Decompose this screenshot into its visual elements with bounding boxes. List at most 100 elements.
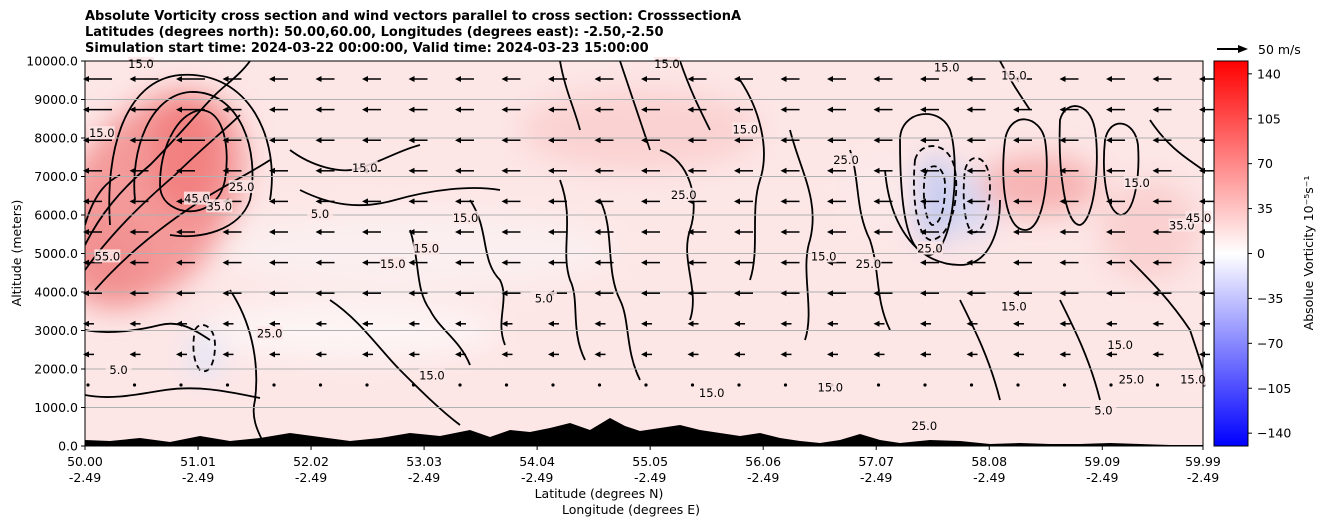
contour-label-background <box>911 418 938 432</box>
contour-label: 25.0 <box>671 188 697 202</box>
wind-vector-head <box>1106 320 1112 327</box>
wind-vector-head <box>1059 290 1066 297</box>
wind-vector-head <box>129 229 136 235</box>
wind-vector-head <box>1106 259 1112 266</box>
wind-vector-head <box>827 290 833 297</box>
wind-vector-head <box>1106 137 1112 144</box>
x-tick-label-longitude: -2.49 <box>1086 470 1118 485</box>
wind-vector-head <box>1059 167 1066 174</box>
wind-vector-head <box>455 137 461 144</box>
contour-label: 25.0 <box>833 153 859 167</box>
contour-line <box>1129 259 1203 371</box>
wind-vector-head <box>501 229 508 235</box>
contour-line <box>739 79 765 281</box>
wind-vector-head <box>641 351 647 358</box>
contour-line <box>899 113 956 256</box>
contour-line <box>469 199 506 346</box>
contour-label-background <box>351 160 378 174</box>
wind-vector-head <box>594 320 601 327</box>
wind-vector-head <box>176 76 182 82</box>
wind-vector <box>644 383 648 387</box>
x-tick-label-longitude: -2.49 <box>634 470 666 485</box>
wind-vector-head <box>176 320 182 327</box>
wind-vector-head <box>687 351 694 358</box>
wind-vector-head <box>408 320 415 327</box>
wind-vector-head <box>362 320 368 327</box>
wind-vector-head <box>455 259 461 266</box>
contour-line <box>159 109 228 213</box>
wind-vector-head <box>1106 167 1112 174</box>
wind-vector-head <box>641 167 647 174</box>
wind-vector-head <box>1059 137 1066 144</box>
wind-vector <box>504 383 509 387</box>
wind-vector <box>86 383 90 387</box>
wind-vector-head <box>315 259 322 266</box>
wind-vector-head <box>83 320 89 327</box>
contour-label-background <box>94 249 121 263</box>
wind-vector-head <box>501 290 508 297</box>
wind-vector-head <box>408 290 415 297</box>
contour-label: 15.0 <box>419 369 445 383</box>
wind-vector-head <box>734 351 740 358</box>
wind-vector-head <box>408 198 415 205</box>
wind-vector-head <box>176 259 182 266</box>
wind-vector-head <box>269 137 275 144</box>
wind-vector-head <box>873 351 880 358</box>
contour-label-background <box>256 326 283 340</box>
wind-vector-head <box>1059 229 1066 235</box>
x-axis-label-longitude: Longitude (degrees E) <box>562 502 700 517</box>
contour-label-background <box>1107 337 1134 351</box>
contour-line <box>85 387 261 399</box>
wind-vector-head <box>594 198 601 205</box>
wind-vector-head <box>734 106 740 113</box>
contour-label-background <box>88 126 115 140</box>
wind-vector <box>225 383 230 387</box>
contour-label-background <box>1000 299 1027 313</box>
wind-vector-head <box>873 198 880 205</box>
wind-vector-head <box>1152 76 1159 82</box>
colorbar-label: Absolue Vorticity 10⁻⁵s⁻¹ <box>1301 176 1316 331</box>
wind-vector-head <box>780 351 787 358</box>
wind-vector-head <box>966 167 973 174</box>
wind-vector-head <box>269 320 275 327</box>
wind-vector-head <box>548 167 554 174</box>
contour-label-background <box>810 249 837 263</box>
x-tick-label-latitude: 52.02 <box>293 454 329 469</box>
contour-label: 5.0 <box>1094 403 1112 417</box>
contour-line <box>789 129 814 341</box>
x-tick-label-longitude: -2.49 <box>69 470 101 485</box>
colorbar-tick-label: −105 <box>1257 381 1291 396</box>
wind-vector-head <box>83 290 89 297</box>
wind-vector-head <box>873 137 880 144</box>
wind-vector-head <box>1013 198 1019 205</box>
wind-vector-head <box>83 229 89 235</box>
contour-line <box>679 61 711 131</box>
wind-vector <box>551 383 555 387</box>
wind-vector-head <box>222 137 229 144</box>
wind-vector-head <box>780 320 787 327</box>
plot-area: 55.015.015.045.035.025.015.05.0 15.015.01… <box>83 56 1218 447</box>
wind-vector-head <box>687 229 694 235</box>
wind-vector-head <box>920 137 926 144</box>
contour-label-background <box>1118 372 1145 386</box>
x-tick-label-longitude: -2.49 <box>408 470 440 485</box>
wind-vector-head <box>594 351 601 358</box>
wind-vector-head <box>594 137 601 144</box>
vorticity-band-east <box>1100 180 1200 280</box>
wind-vector-head <box>408 76 415 82</box>
wind-vector-head <box>83 351 89 358</box>
wind-vector-head <box>1152 106 1159 113</box>
contour-label: 15.0 <box>89 126 115 140</box>
x-tick-label-latitude: 50.00 <box>67 454 103 469</box>
wind-vector-head <box>455 320 461 327</box>
wind-vector-head <box>641 198 647 205</box>
wind-vector-head <box>780 76 787 82</box>
wind-vector <box>1109 383 1113 387</box>
wind-vector-head <box>176 351 182 358</box>
wind-vector-head <box>966 137 973 144</box>
contour-label-background <box>379 257 406 271</box>
wind-vector-head <box>594 259 601 266</box>
x-tick-label-latitude: 58.08 <box>971 454 1007 469</box>
wind-vector-head <box>1106 106 1112 113</box>
contour-line <box>1002 118 1048 231</box>
